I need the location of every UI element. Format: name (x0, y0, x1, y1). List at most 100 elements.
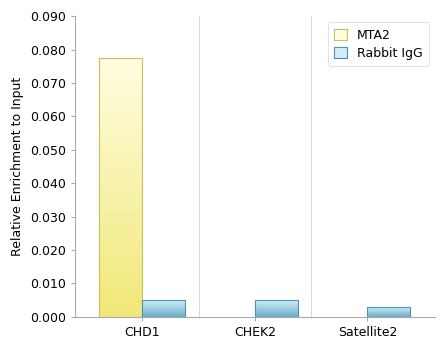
Bar (99, 156, 142, 159)
Bar (368, 307, 410, 317)
Bar (99, 118, 142, 120)
Bar (99, 221, 142, 224)
Bar (99, 120, 142, 122)
Bar (99, 198, 142, 200)
Bar (99, 275, 142, 278)
Bar (99, 167, 142, 169)
Bar (99, 270, 142, 273)
Bar (99, 122, 142, 125)
Bar (99, 159, 142, 161)
Bar (99, 102, 142, 105)
Bar (99, 260, 142, 262)
Bar (99, 257, 142, 260)
Bar (99, 71, 142, 74)
Bar (99, 144, 142, 146)
Bar (99, 141, 142, 144)
Bar (99, 94, 142, 97)
Bar (99, 182, 142, 185)
Bar (99, 247, 142, 250)
Bar (99, 231, 142, 234)
Bar (99, 281, 142, 283)
Bar (99, 105, 142, 107)
Bar (99, 172, 142, 174)
Bar (99, 180, 142, 182)
Bar (99, 237, 142, 239)
Bar (99, 58, 142, 317)
Bar (99, 110, 142, 112)
Bar (99, 138, 142, 141)
Bar (99, 169, 142, 172)
Bar (99, 92, 142, 94)
Bar (99, 200, 142, 203)
Bar (99, 68, 142, 71)
Bar (99, 283, 142, 286)
Bar (99, 76, 142, 79)
Bar (99, 81, 142, 84)
Bar (99, 288, 142, 291)
Bar (99, 314, 142, 317)
Bar (99, 99, 142, 102)
Bar (99, 205, 142, 208)
Bar (99, 307, 142, 309)
Bar (99, 128, 142, 131)
Bar (99, 133, 142, 135)
Bar (99, 239, 142, 242)
Bar (99, 211, 142, 213)
Bar (99, 187, 142, 190)
Bar (99, 224, 142, 226)
Bar (99, 154, 142, 156)
Bar (99, 97, 142, 99)
Bar (255, 300, 297, 317)
Bar (99, 177, 142, 180)
Bar (99, 255, 142, 257)
Bar (99, 301, 142, 304)
Bar (99, 312, 142, 314)
Bar (99, 304, 142, 307)
Bar (99, 213, 142, 216)
Bar (99, 193, 142, 195)
Bar (99, 66, 142, 68)
Bar (99, 286, 142, 288)
Bar (99, 296, 142, 299)
Bar (99, 262, 142, 265)
Bar (99, 229, 142, 231)
Bar (99, 84, 142, 86)
Bar (99, 185, 142, 187)
Bar (99, 131, 142, 133)
Bar (99, 151, 142, 154)
Bar (99, 63, 142, 66)
Bar (99, 265, 142, 268)
Bar (99, 234, 142, 237)
Bar (99, 268, 142, 270)
Bar (99, 148, 142, 151)
Bar (99, 299, 142, 301)
Bar (99, 309, 142, 312)
Bar (99, 146, 142, 148)
Bar (99, 291, 142, 294)
Bar (99, 86, 142, 89)
Bar (99, 174, 142, 177)
Bar (99, 216, 142, 218)
Bar (99, 161, 142, 164)
Bar (99, 242, 142, 244)
Bar (99, 115, 142, 118)
Bar (99, 252, 142, 255)
Legend: MTA2, Rabbit IgG: MTA2, Rabbit IgG (328, 22, 429, 66)
Bar (99, 164, 142, 167)
Bar (99, 203, 142, 205)
Bar (99, 244, 142, 247)
Y-axis label: Relative Enrichment to Input: Relative Enrichment to Input (11, 77, 24, 256)
Bar (99, 226, 142, 229)
Bar (99, 74, 142, 76)
Bar (99, 89, 142, 92)
Bar (99, 135, 142, 138)
Bar (99, 294, 142, 296)
Bar (99, 278, 142, 281)
Bar (99, 79, 142, 81)
Bar (99, 218, 142, 221)
Bar (99, 208, 142, 211)
Bar (142, 300, 185, 317)
Bar (99, 190, 142, 192)
Bar (99, 61, 142, 63)
Bar (99, 112, 142, 115)
